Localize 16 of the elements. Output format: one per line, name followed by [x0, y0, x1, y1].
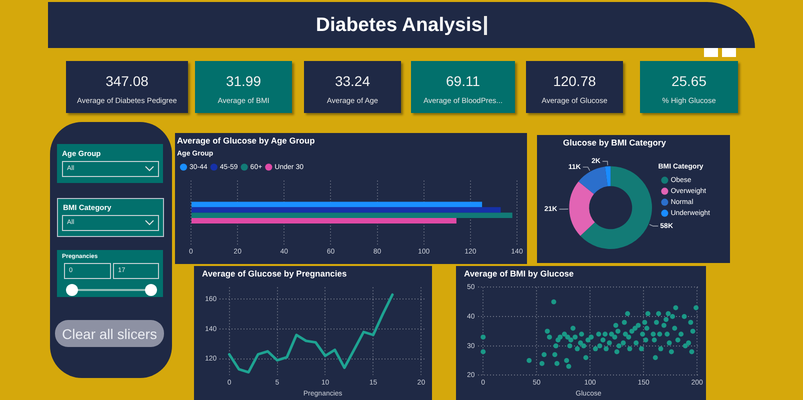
data-label: 69.11: [445, 73, 481, 89]
bar: [192, 207, 501, 213]
text: Diabetes Analysis: [316, 14, 482, 36]
bar: [192, 218, 456, 224]
data-label: 25.65: [670, 73, 708, 89]
chart-title: Average of BMI by Glucose: [464, 268, 574, 278]
data-label: 120.78: [552, 73, 597, 89]
data-label: 33.24: [334, 73, 372, 89]
bar: [192, 212, 512, 218]
bar: [192, 202, 482, 208]
data-label: 347.08: [104, 73, 150, 89]
data-label: 31.99: [224, 73, 262, 89]
button: Clear all slicers: [55, 320, 164, 347]
chart-title: Average of Glucose by Pregnancies: [202, 268, 347, 278]
chart-title: Glucose by BMI Category: [563, 137, 666, 148]
chart-title: Average of Glucose by Age Group: [177, 135, 315, 146]
